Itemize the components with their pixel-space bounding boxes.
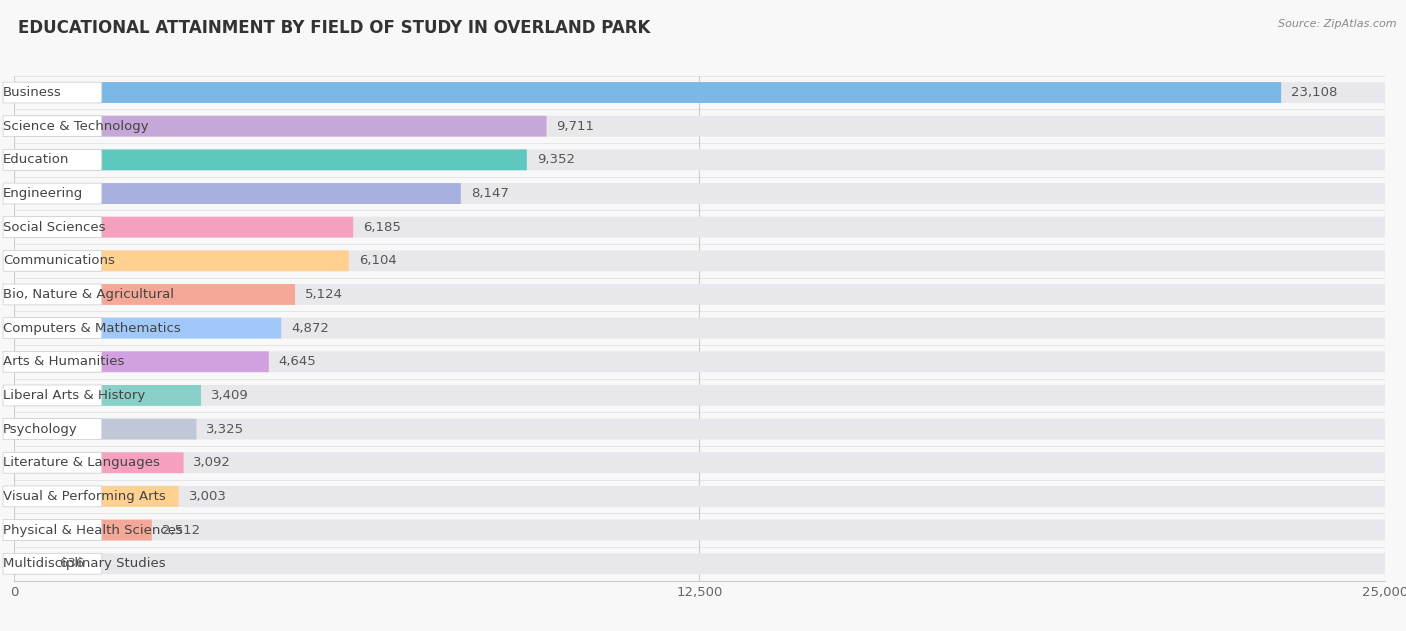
FancyBboxPatch shape xyxy=(3,486,101,507)
Text: 9,711: 9,711 xyxy=(557,120,595,133)
FancyBboxPatch shape xyxy=(3,216,101,238)
FancyBboxPatch shape xyxy=(14,251,349,271)
FancyBboxPatch shape xyxy=(14,418,197,440)
FancyBboxPatch shape xyxy=(14,519,152,541)
Text: 4,645: 4,645 xyxy=(278,355,316,369)
Text: 636: 636 xyxy=(59,557,84,570)
FancyBboxPatch shape xyxy=(14,351,269,372)
FancyBboxPatch shape xyxy=(3,115,101,137)
Text: Bio, Nature & Agricultural: Bio, Nature & Agricultural xyxy=(3,288,174,301)
FancyBboxPatch shape xyxy=(14,317,1385,339)
FancyBboxPatch shape xyxy=(14,284,1385,305)
FancyBboxPatch shape xyxy=(14,418,1385,440)
Text: Source: ZipAtlas.com: Source: ZipAtlas.com xyxy=(1278,19,1396,29)
Text: Liberal Arts & History: Liberal Arts & History xyxy=(3,389,145,402)
Text: EDUCATIONAL ATTAINMENT BY FIELD OF STUDY IN OVERLAND PARK: EDUCATIONAL ATTAINMENT BY FIELD OF STUDY… xyxy=(18,19,651,37)
FancyBboxPatch shape xyxy=(3,317,101,339)
Text: Education: Education xyxy=(3,153,69,167)
Text: Psychology: Psychology xyxy=(3,423,77,435)
FancyBboxPatch shape xyxy=(3,183,101,204)
FancyBboxPatch shape xyxy=(14,216,1385,238)
FancyBboxPatch shape xyxy=(14,317,281,339)
FancyBboxPatch shape xyxy=(3,351,101,372)
FancyBboxPatch shape xyxy=(14,216,353,238)
Text: 23,108: 23,108 xyxy=(1291,86,1337,99)
FancyBboxPatch shape xyxy=(3,82,101,103)
FancyBboxPatch shape xyxy=(3,452,101,473)
FancyBboxPatch shape xyxy=(3,418,101,440)
FancyBboxPatch shape xyxy=(3,150,101,170)
FancyBboxPatch shape xyxy=(14,150,1385,170)
Text: Physical & Health Sciences: Physical & Health Sciences xyxy=(3,524,183,536)
Text: Communications: Communications xyxy=(3,254,115,268)
Text: 3,092: 3,092 xyxy=(194,456,232,469)
FancyBboxPatch shape xyxy=(3,284,101,305)
FancyBboxPatch shape xyxy=(3,385,101,406)
FancyBboxPatch shape xyxy=(14,150,527,170)
FancyBboxPatch shape xyxy=(14,82,1385,103)
FancyBboxPatch shape xyxy=(14,452,184,473)
FancyBboxPatch shape xyxy=(14,452,1385,473)
FancyBboxPatch shape xyxy=(3,553,101,574)
Text: Literature & Languages: Literature & Languages xyxy=(3,456,160,469)
FancyBboxPatch shape xyxy=(14,553,1385,574)
Text: 8,147: 8,147 xyxy=(471,187,509,200)
FancyBboxPatch shape xyxy=(14,115,1385,137)
Text: Arts & Humanities: Arts & Humanities xyxy=(3,355,125,369)
FancyBboxPatch shape xyxy=(14,82,1281,103)
Text: 3,409: 3,409 xyxy=(211,389,249,402)
Text: Business: Business xyxy=(3,86,62,99)
Text: Computers & Mathematics: Computers & Mathematics xyxy=(3,322,181,334)
Text: 5,124: 5,124 xyxy=(305,288,343,301)
Text: 6,185: 6,185 xyxy=(363,221,401,233)
FancyBboxPatch shape xyxy=(3,519,101,541)
Text: Engineering: Engineering xyxy=(3,187,83,200)
Text: 9,352: 9,352 xyxy=(537,153,575,167)
FancyBboxPatch shape xyxy=(14,486,179,507)
Text: Science & Technology: Science & Technology xyxy=(3,120,149,133)
FancyBboxPatch shape xyxy=(14,284,295,305)
FancyBboxPatch shape xyxy=(14,519,1385,541)
FancyBboxPatch shape xyxy=(14,385,1385,406)
FancyBboxPatch shape xyxy=(14,115,547,137)
Text: 3,003: 3,003 xyxy=(188,490,226,503)
Text: Multidisciplinary Studies: Multidisciplinary Studies xyxy=(3,557,166,570)
FancyBboxPatch shape xyxy=(14,486,1385,507)
Text: 4,872: 4,872 xyxy=(291,322,329,334)
FancyBboxPatch shape xyxy=(14,351,1385,372)
Text: 3,325: 3,325 xyxy=(207,423,245,435)
Text: 6,104: 6,104 xyxy=(359,254,396,268)
FancyBboxPatch shape xyxy=(14,183,461,204)
FancyBboxPatch shape xyxy=(14,553,49,574)
FancyBboxPatch shape xyxy=(14,385,201,406)
FancyBboxPatch shape xyxy=(14,183,1385,204)
Text: 2,512: 2,512 xyxy=(162,524,200,536)
Text: Visual & Performing Arts: Visual & Performing Arts xyxy=(3,490,166,503)
FancyBboxPatch shape xyxy=(3,251,101,271)
Text: Social Sciences: Social Sciences xyxy=(3,221,105,233)
FancyBboxPatch shape xyxy=(14,251,1385,271)
